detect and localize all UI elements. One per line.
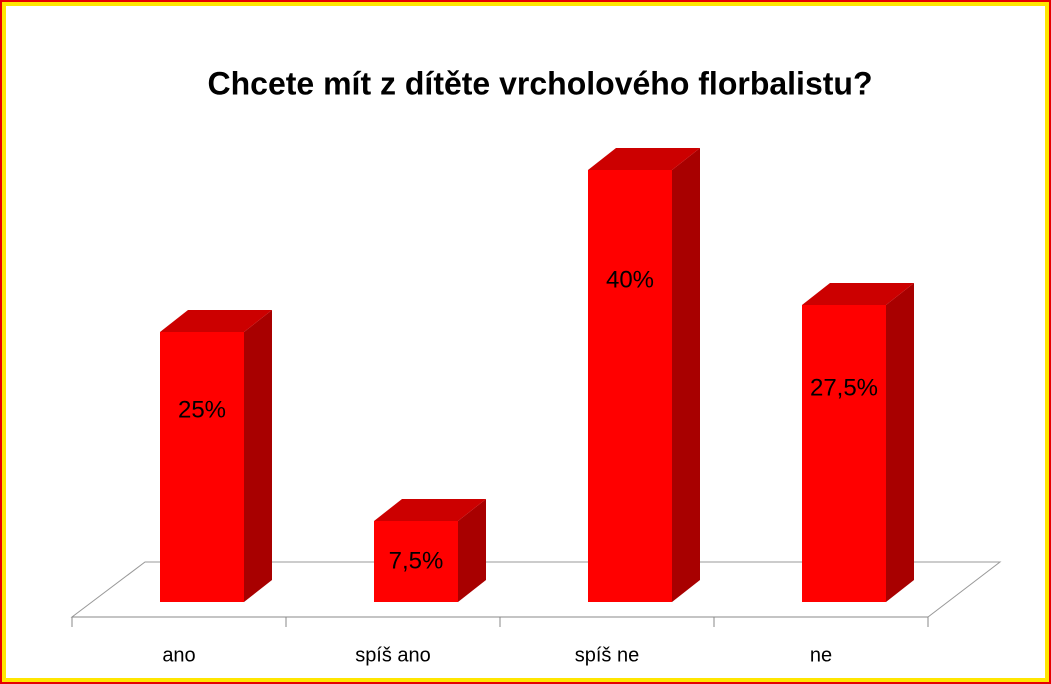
bar bbox=[374, 521, 458, 602]
bar bbox=[588, 170, 672, 602]
x-tick-label: ano bbox=[162, 644, 195, 666]
bar-side bbox=[458, 499, 486, 602]
bar bbox=[160, 332, 244, 602]
bar-top bbox=[374, 499, 486, 521]
data-label: 40% bbox=[606, 267, 654, 294]
x-tick-label: spíš ne bbox=[575, 644, 639, 666]
x-tick-label: spíš ano bbox=[355, 644, 431, 666]
data-label: 7,5% bbox=[389, 548, 444, 575]
bar-top bbox=[588, 148, 700, 170]
bar bbox=[802, 305, 886, 602]
chart-title: Chcete mít z dítěte vrcholového florbali… bbox=[208, 65, 873, 101]
bar-side bbox=[886, 283, 914, 602]
x-tick-label: ne bbox=[810, 644, 832, 666]
data-label: 25% bbox=[178, 396, 226, 423]
bar-side bbox=[244, 310, 272, 602]
data-label: 27,5% bbox=[810, 375, 878, 402]
bar-side bbox=[672, 148, 700, 602]
bar-top bbox=[802, 283, 914, 305]
bar-top bbox=[160, 310, 272, 332]
